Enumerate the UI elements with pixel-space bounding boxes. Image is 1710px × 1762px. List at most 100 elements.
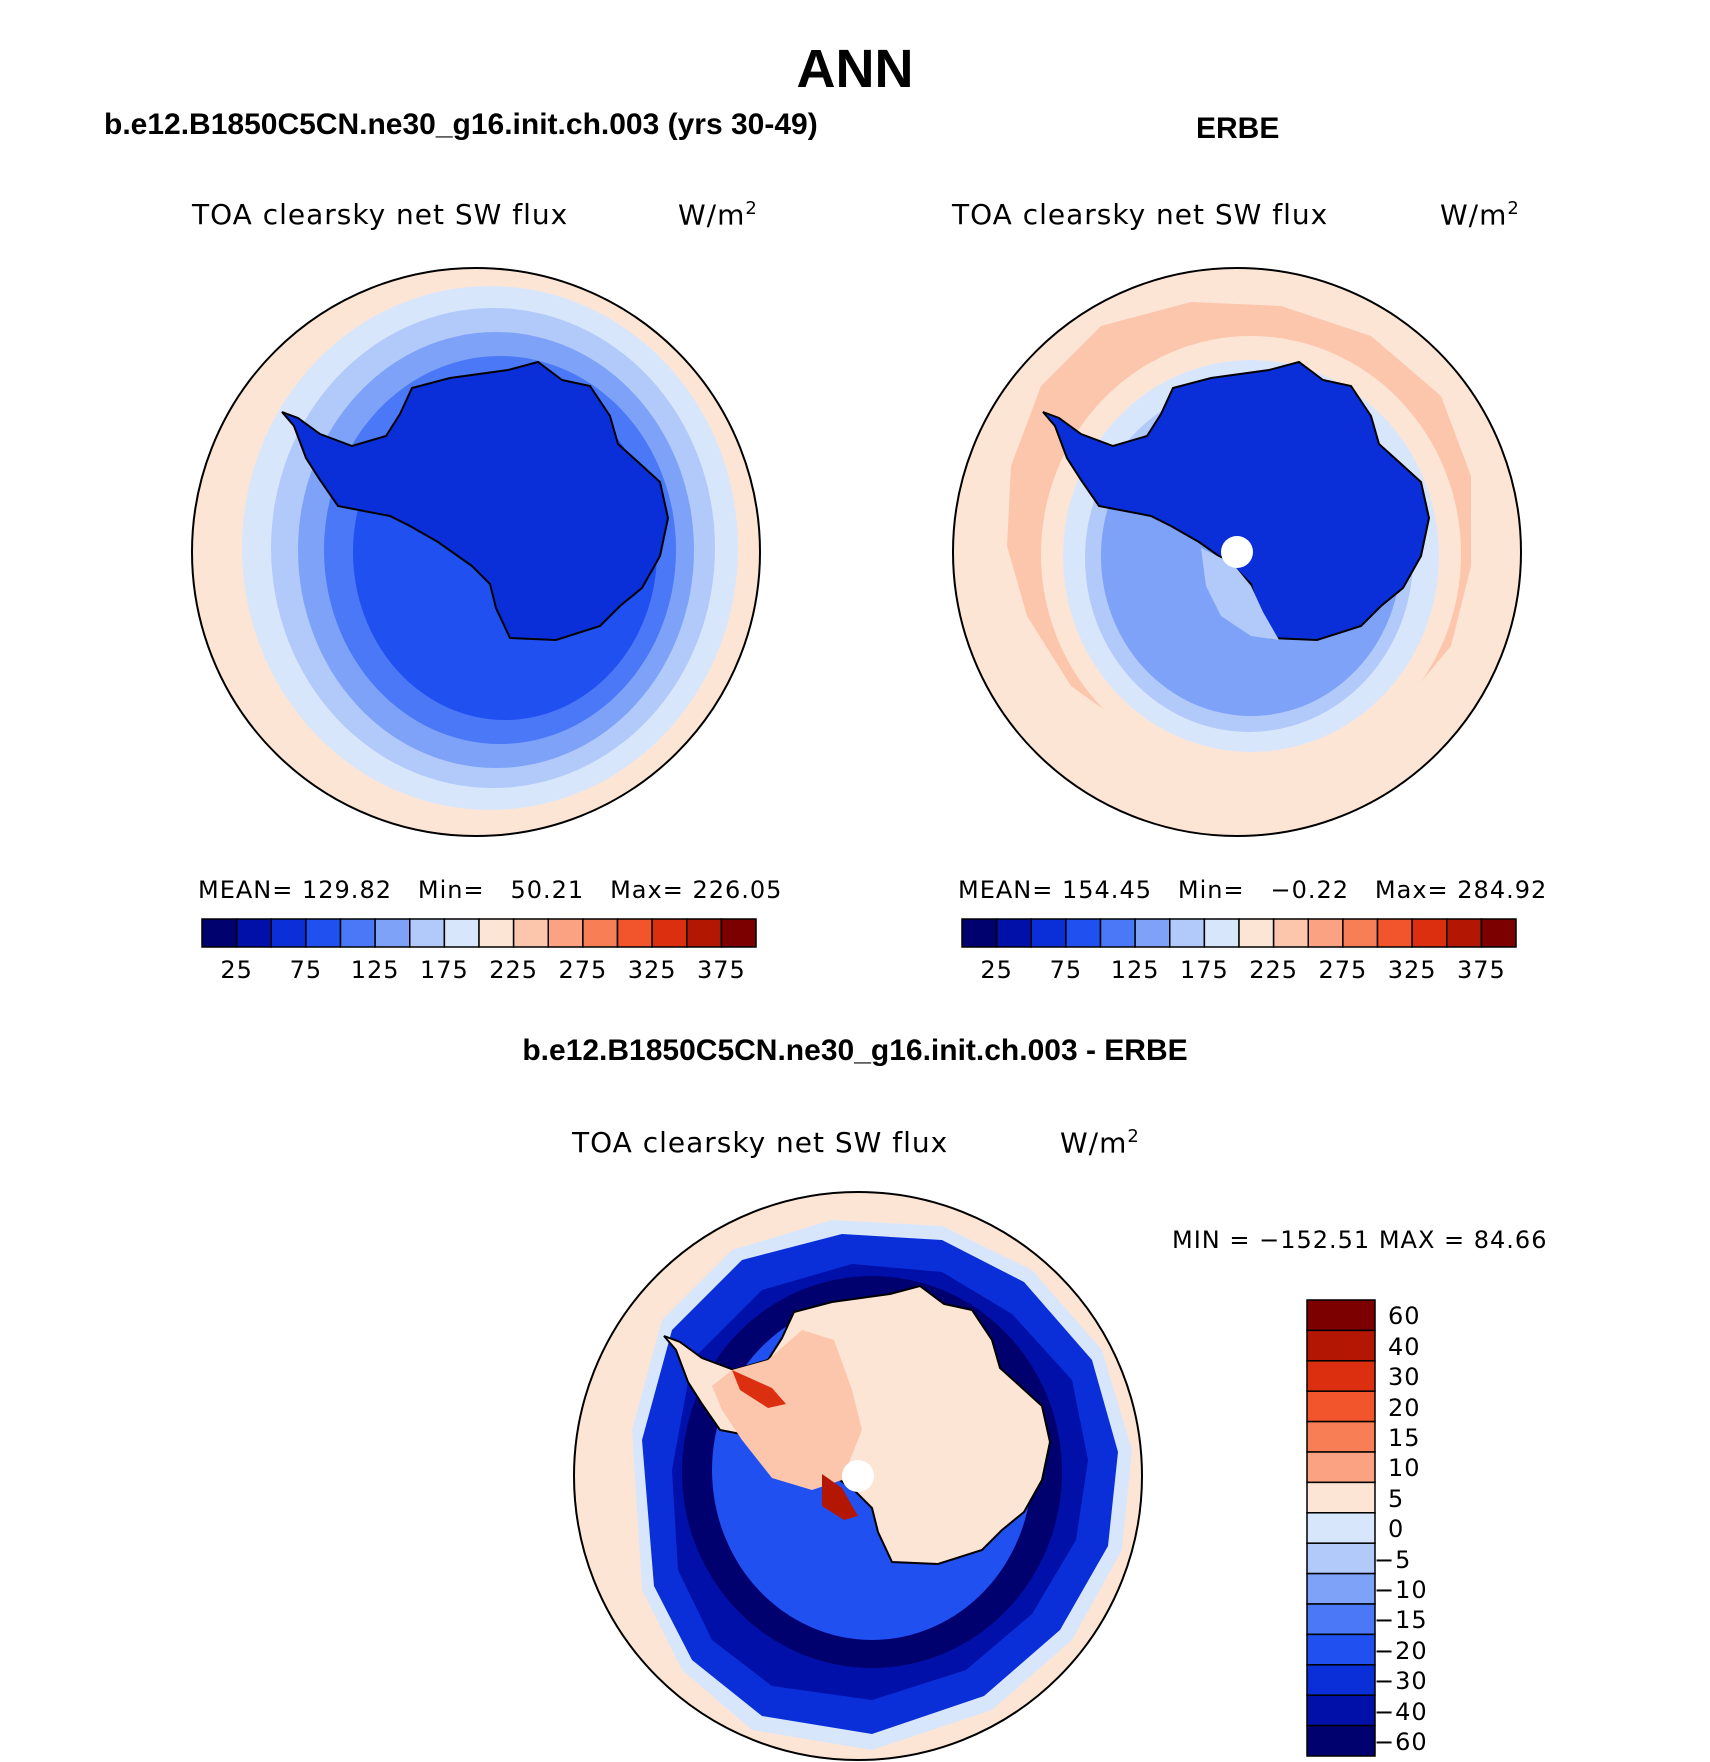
panel2-colorbar-box <box>1446 918 1483 948</box>
panel2-colorbar-tick-label: 75 <box>1049 956 1083 984</box>
panel1-variable-label: TOA clearsky net SW flux <box>192 198 569 231</box>
panel1-colorbar-labels: 25 75 125 175 225 275 325 375 <box>202 956 756 986</box>
panel1-colorbar-box <box>651 918 688 948</box>
panel1-colorbar-box <box>720 918 757 948</box>
diff-colorbar-box <box>1306 1694 1376 1727</box>
diff-colorbar-labels: 60 40 30 20 15 10 5 0 −5 −10 −15 −20 −30 −40 −60 <box>1374 1300 1460 1756</box>
panel1-colorbar-tick-label: 225 <box>489 956 539 984</box>
diff-colorbar-tick-label: 0 <box>1388 1515 1405 1544</box>
diff-variable-label: TOA clearsky net SW flux <box>572 1126 949 1159</box>
panel2-colorbar-box <box>1099 918 1136 948</box>
diff-colorbar-box <box>1306 1420 1376 1453</box>
panel1-colorbar-box <box>616 918 653 948</box>
diff-colorbar-box <box>1306 1512 1376 1544</box>
diff-colorbar-tick-label: 10 <box>1388 1454 1421 1483</box>
panel2-colorbar-box <box>1376 918 1413 948</box>
panel2-variable-label: TOA clearsky net SW flux <box>952 198 1329 231</box>
panel2-units-label: W/m2 <box>1440 198 1520 232</box>
panel2-colorbar-box <box>1272 918 1310 948</box>
panel1-colorbar-box <box>235 918 273 948</box>
diff-colorbar-box <box>1306 1542 1376 1575</box>
panel2-colorbar-box <box>1307 918 1344 948</box>
panel1-colorbar-box <box>443 918 480 948</box>
diff-colorbar-tick-label: −20 <box>1374 1636 1428 1665</box>
panel2-colorbar-tick-label: 325 <box>1387 956 1437 984</box>
panel1-antarctica-fill <box>281 360 670 642</box>
panel1-polar-map <box>191 267 761 837</box>
panel2-colorbar-tick-label: 25 <box>980 956 1013 984</box>
panel1-units-label: W/m2 <box>678 198 758 232</box>
panel2-colorbar-tick-label: 275 <box>1318 956 1368 984</box>
panel1-stats: MEAN= 129.82 Min= 50.21 Max= 226.05 <box>198 876 783 904</box>
diff-minmax: MIN = −152.51 MAX = 84.66 <box>1172 1226 1548 1254</box>
panel2-stats: MEAN= 154.45 Min= −0.22 Max= 284.92 <box>958 876 1548 904</box>
panel1-colorbar <box>201 918 757 948</box>
panel2-colorbar-tick-label: 375 <box>1456 956 1506 984</box>
panel1-colorbar-box <box>339 918 376 948</box>
diff-colorbar-tick-label: −40 <box>1374 1697 1428 1726</box>
diff-case-title: b.e12.B1850C5CN.ne30_g16.init.ch.003 - E… <box>522 1034 1188 1067</box>
diff-colorbar-tick-label: 15 <box>1388 1424 1421 1452</box>
panel1-colorbar-box <box>201 918 238 948</box>
panel2-colorbar <box>961 918 1517 948</box>
panel1-colorbar-tick-label: 125 <box>350 956 400 984</box>
diff-colorbar <box>1306 1299 1376 1757</box>
panel1-colorbar-box <box>270 918 307 948</box>
diff-colorbar-tick-label: 5 <box>1388 1484 1405 1513</box>
panel1-colorbar-tick-label: 375 <box>696 956 746 984</box>
panel1-colorbar-tick-label: 275 <box>558 956 608 984</box>
panel2-case-title: ERBE <box>1196 112 1280 145</box>
diff-colorbar-tick-label: 40 <box>1388 1332 1421 1361</box>
diff-colorbar-box <box>1306 1633 1376 1666</box>
panel1-colorbar-box <box>582 918 619 948</box>
panel1-colorbar-tick-label: 25 <box>220 956 253 984</box>
panel2-colorbar-box <box>961 918 998 948</box>
diff-colorbar-box <box>1306 1390 1376 1423</box>
panel1-colorbar-tick-label: 75 <box>289 956 323 984</box>
panel2-colorbar-box <box>1065 918 1102 948</box>
diff-colorbar-box <box>1306 1299 1376 1332</box>
panel2-colorbar-tick-label: 125 <box>1110 956 1160 984</box>
diff-colorbar-box <box>1306 1724 1376 1757</box>
panel1-colorbar-tick-label: 175 <box>419 956 469 984</box>
diff-colorbar-tick-label: 30 <box>1388 1363 1421 1392</box>
diff-colorbar-box <box>1306 1360 1376 1392</box>
diff-colorbar-box <box>1306 1329 1376 1362</box>
panel1-colorbar-box <box>374 918 411 948</box>
diff-colorbar-tick-label: −15 <box>1374 1606 1428 1635</box>
panel1-colorbar-box <box>478 918 515 948</box>
panel1-colorbar-box <box>305 918 342 948</box>
panel2-polar-map <box>952 267 1522 837</box>
panel1-colorbar-box <box>409 918 446 948</box>
diff-colorbar-tick-label: 60 <box>1388 1302 1421 1331</box>
diff-colorbar-box <box>1306 1603 1376 1636</box>
panel2-colorbar-tick-label: 225 <box>1249 956 1299 984</box>
panel2-colorbar-box <box>1342 918 1379 948</box>
diff-colorbar-tick-label: −60 <box>1374 1728 1428 1756</box>
main-title: ANN <box>796 39 914 99</box>
diff-colorbar-tick-label: −5 <box>1374 1545 1412 1574</box>
panel2-colorbar-box <box>1169 918 1206 948</box>
diff-units-label: W/m2 <box>1060 1126 1140 1160</box>
diff-colorbar-tick-label: −10 <box>1374 1576 1428 1604</box>
panel2-colorbar-labels: 25 75 125 175 225 275 325 375 <box>962 956 1516 986</box>
diff-colorbar-box <box>1306 1572 1376 1605</box>
panel2-colorbar-box <box>1134 918 1171 948</box>
panel2-colorbar-box <box>1480 918 1517 948</box>
diff-colorbar-box <box>1306 1664 1376 1696</box>
diff-colorbar-box <box>1306 1481 1376 1514</box>
diff-colorbar-tick-label: 20 <box>1388 1393 1421 1422</box>
diff-colorbar-box <box>1306 1451 1376 1484</box>
panel1-colorbar-tick-label: 325 <box>627 956 677 984</box>
panel2-colorbar-tick-label: 175 <box>1179 956 1229 984</box>
panel1-colorbar-box <box>547 918 584 948</box>
panel2-colorbar-box <box>1030 918 1067 948</box>
panel2-colorbar-box <box>1238 918 1275 948</box>
panel1-colorbar-box <box>512 918 550 948</box>
diff-colorbar-tick-label: −30 <box>1374 1667 1428 1696</box>
panel2-colorbar-box <box>995 918 1033 948</box>
panel2-colorbar-box <box>1411 918 1448 948</box>
panel2-colorbar-box <box>1203 918 1240 948</box>
panel1-colorbar-box <box>686 918 723 948</box>
panel1-case-title: b.e12.B1850C5CN.ne30_g16.init.ch.003 (yr… <box>104 108 818 141</box>
